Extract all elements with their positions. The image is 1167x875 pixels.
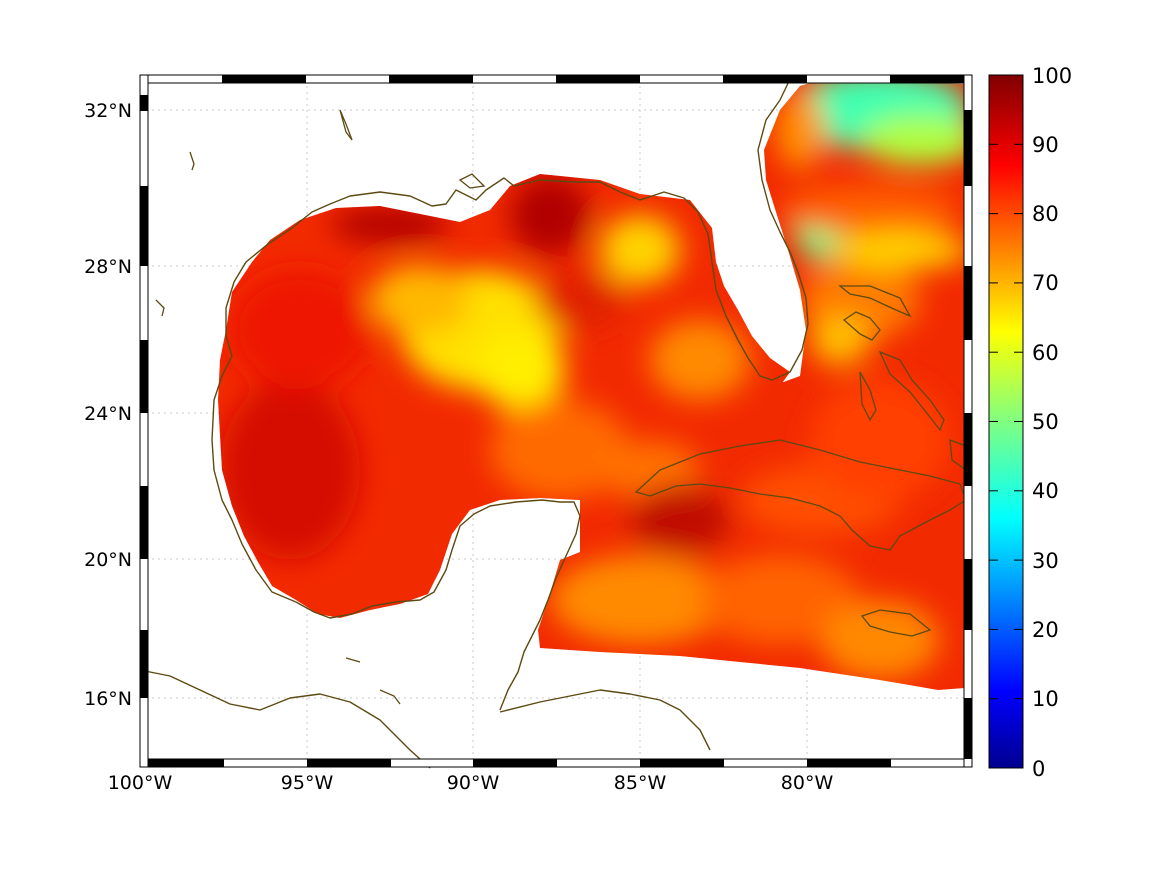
colorbar-label: 100 (1032, 64, 1072, 88)
colorbar-label: 20 (1032, 618, 1059, 642)
colorbar-label: 50 (1032, 410, 1059, 434)
data-field (218, 80, 965, 690)
colorbar-label: 10 (1032, 687, 1059, 711)
lon-label: 100°W (108, 772, 173, 794)
colorbar-label: 60 (1032, 341, 1059, 365)
lat-label: 28°N (84, 256, 132, 278)
lat-label: 24°N (84, 403, 132, 425)
coastlines (139, 74, 967, 769)
colorbar-label: 30 (1032, 549, 1059, 573)
colorbar-label: 80 (1032, 202, 1059, 226)
map-frame (139, 74, 973, 768)
colorbar-label: 90 (1032, 133, 1059, 157)
lon-label: 85°W (614, 772, 667, 794)
lat-label: 16°N (84, 688, 132, 710)
lon-label: 80°W (781, 772, 834, 794)
lon-label: 95°W (281, 772, 334, 794)
colorbar-label: 0 (1032, 757, 1045, 781)
lat-label: 32°N (84, 100, 132, 122)
latitude-labels: 32°N 28°N 24°N 20°N 16°N (84, 100, 132, 710)
colorbar-label: 70 (1032, 271, 1059, 295)
colorbar: 100 90 80 70 60 50 40 30 20 10 0 (988, 64, 1072, 781)
lon-label: 90°W (447, 772, 500, 794)
colorbar-label: 40 (1032, 479, 1059, 503)
longitude-labels: 100°W 95°W 90°W 85°W 80°W (108, 772, 834, 794)
lat-label: 20°N (84, 549, 132, 571)
colorbar-ticks (989, 143, 1023, 700)
